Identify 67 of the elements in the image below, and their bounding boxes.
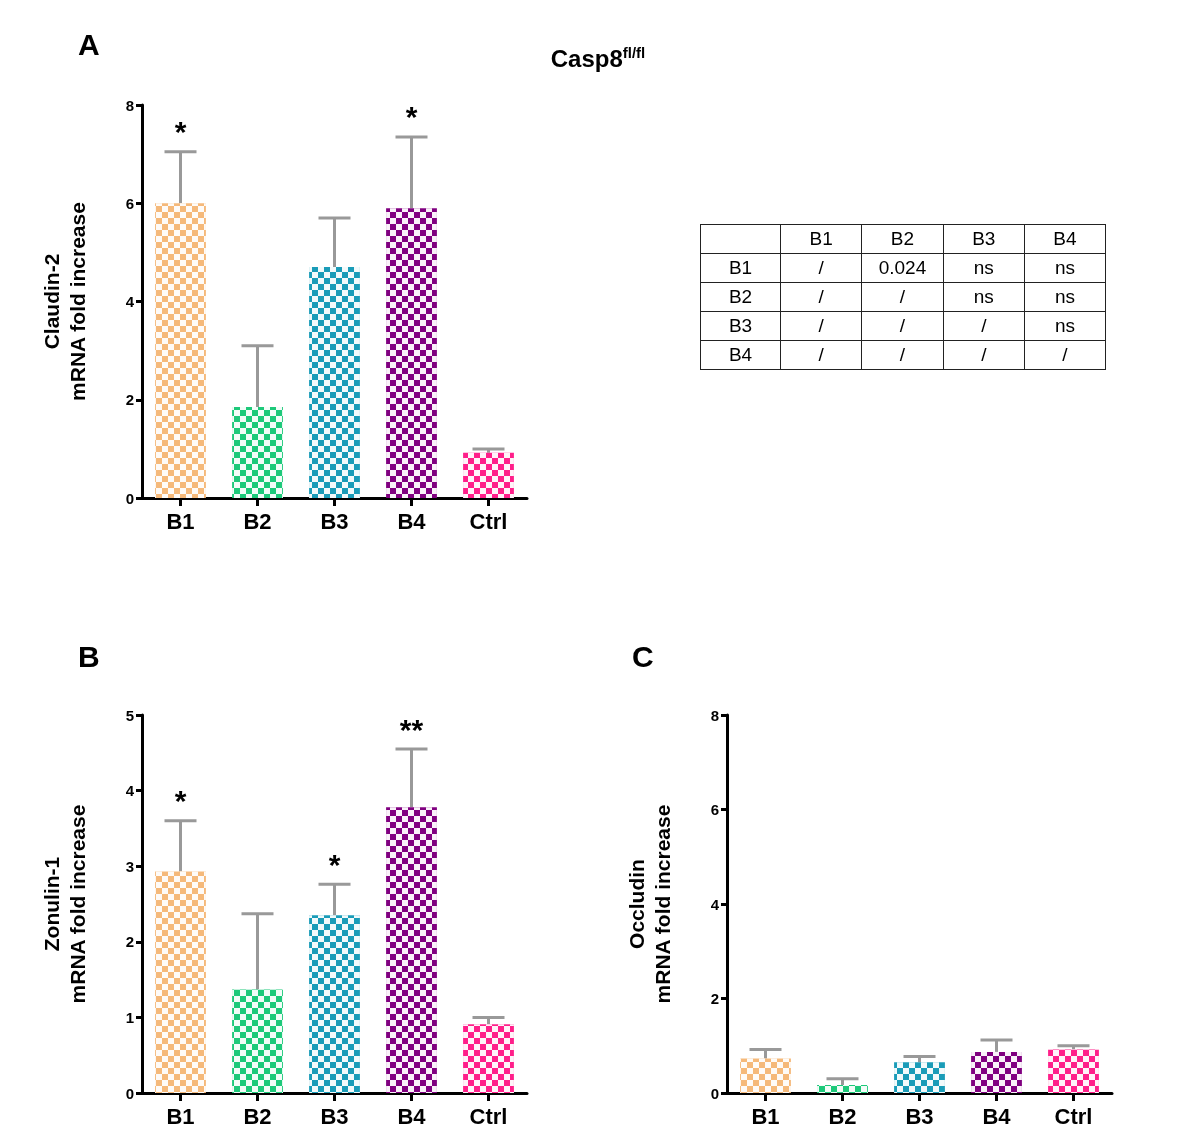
annotation: * xyxy=(405,100,418,134)
y-axis-title: Occludin mRNA fold increase xyxy=(624,804,674,1004)
text: / xyxy=(899,315,906,336)
text: ns xyxy=(1054,257,1075,278)
category-label: B4 xyxy=(1024,224,1106,254)
text: ns xyxy=(1054,315,1075,336)
annotation: * xyxy=(174,784,187,818)
x-tick-label: B4 xyxy=(982,1103,1012,1129)
y-tick-label: 8 xyxy=(125,96,134,114)
x-tick-label: B4 xyxy=(397,1103,427,1129)
annotation: ** xyxy=(399,712,424,746)
x-tick-label: B1 xyxy=(751,1103,780,1129)
y-axis-title: Zonulin-1 mRNA fold increase xyxy=(39,804,89,1004)
category-label: B1 xyxy=(780,224,862,254)
text: 0.024 xyxy=(878,257,927,278)
chart-title: B xyxy=(78,640,100,674)
y-tick-label: 0 xyxy=(125,1084,134,1102)
text: ns xyxy=(973,257,994,278)
text: / xyxy=(818,257,824,278)
text: / xyxy=(818,344,824,365)
y-tick-label: 2 xyxy=(710,990,719,1007)
y-axis-title: Claudin-2 mRNA fold increase xyxy=(39,202,89,401)
x-tick-label: B3 xyxy=(320,508,349,534)
y-tick-label: 3 xyxy=(125,857,134,875)
category-label: B2 xyxy=(728,286,753,307)
text: / xyxy=(818,286,824,307)
text: / xyxy=(981,315,987,336)
annotation: * xyxy=(328,847,341,881)
text: Casp8$^{fl/fl}$ xyxy=(549,44,647,73)
category-label: B1 xyxy=(728,257,753,278)
x-tick-label: Ctrl xyxy=(469,508,508,534)
y-tick-label: 0 xyxy=(125,489,134,507)
x-tick-label: Ctrl xyxy=(469,1103,508,1129)
text: / xyxy=(818,315,824,336)
category-label: B4 xyxy=(728,344,753,365)
chart-title: C xyxy=(632,640,654,674)
text: / xyxy=(899,344,906,365)
chart-title: A xyxy=(78,28,100,62)
y-tick-label: 4 xyxy=(710,895,720,913)
y-tick-label: 4 xyxy=(125,782,135,800)
category-label: B3 xyxy=(728,315,753,336)
x-tick-label: B3 xyxy=(905,1103,934,1129)
x-tick-label: B2 xyxy=(243,508,272,534)
x-tick-label: B4 xyxy=(397,508,427,534)
y-tick-label: 6 xyxy=(125,194,134,212)
y-tick-label: 2 xyxy=(125,933,134,951)
y-tick-label: 4 xyxy=(125,293,135,310)
category-label: B3 xyxy=(943,224,1025,254)
annotation: * xyxy=(174,115,187,149)
y-tick-label: 1 xyxy=(125,1008,134,1026)
x-tick-label: B2 xyxy=(243,1103,272,1129)
text: / xyxy=(1062,344,1068,365)
y-tick-label: 6 xyxy=(710,801,719,818)
x-tick-label: B3 xyxy=(320,1103,349,1129)
x-tick-label: B1 xyxy=(166,508,195,534)
x-tick-label: B1 xyxy=(166,1103,195,1129)
text: / xyxy=(981,344,987,365)
y-tick-label: 0 xyxy=(710,1084,719,1102)
x-tick-label: Ctrl xyxy=(1054,1103,1093,1129)
text: ns xyxy=(973,286,994,307)
category-label: B2 xyxy=(861,224,944,254)
text: ns xyxy=(1054,286,1075,307)
y-tick-label: 5 xyxy=(125,706,134,724)
text: / xyxy=(899,286,906,307)
x-tick-label: B2 xyxy=(828,1103,857,1129)
y-tick-label: 8 xyxy=(710,706,719,724)
y-tick-label: 2 xyxy=(125,391,134,409)
